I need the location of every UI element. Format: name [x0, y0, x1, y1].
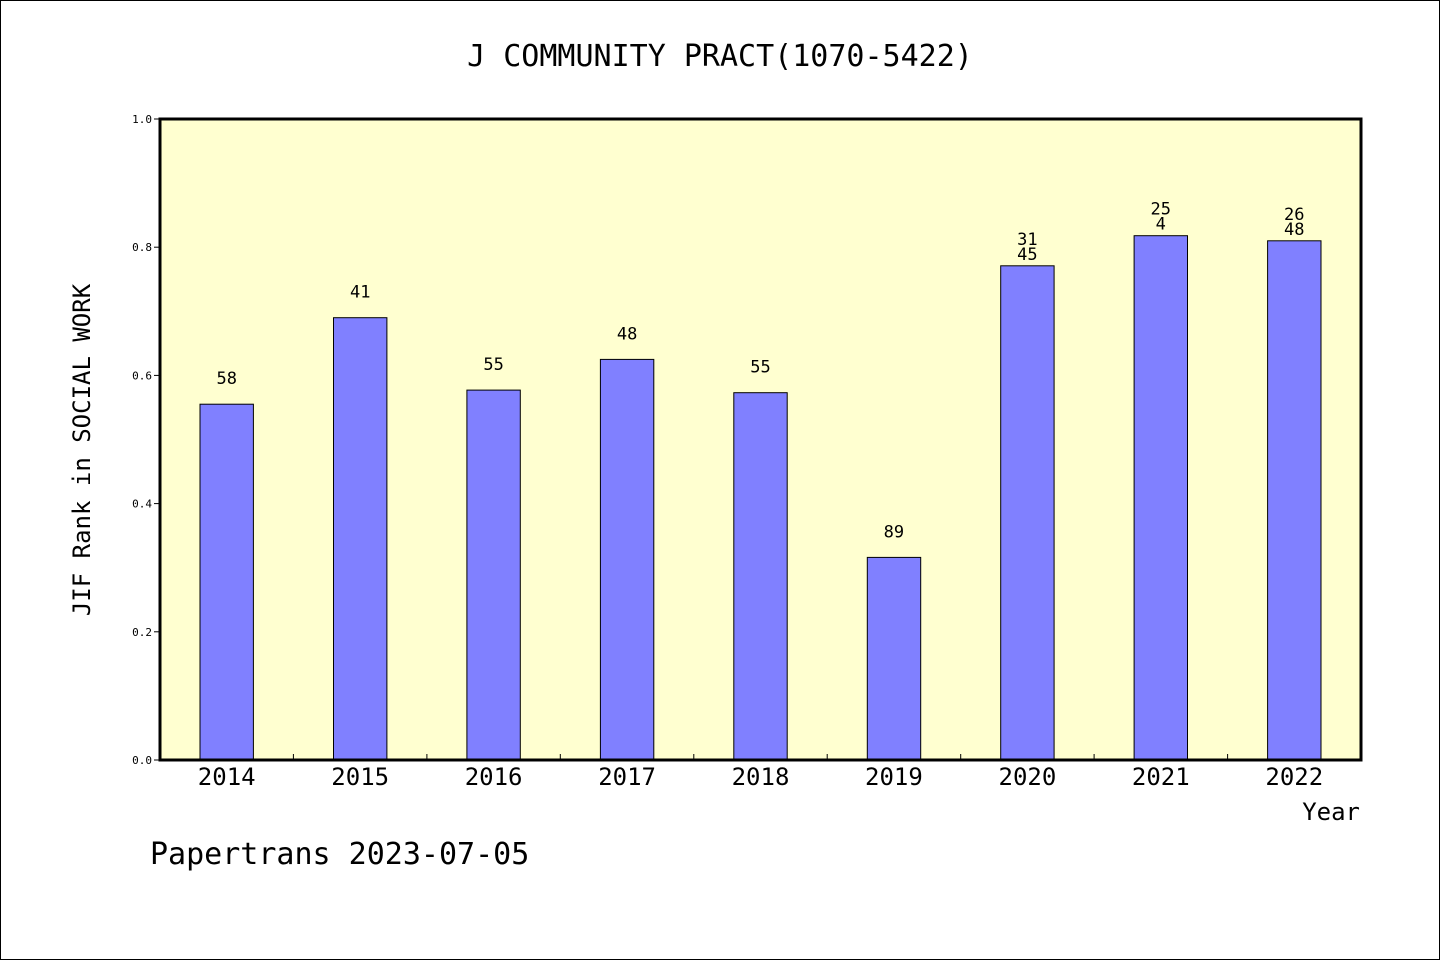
- data-label-bottom: 48: [1284, 220, 1304, 240]
- bar-2022: [1267, 240, 1322, 761]
- data-label: 55: [750, 358, 770, 378]
- x-tick-label: 2018: [732, 763, 790, 791]
- x-tick-label: 2016: [465, 763, 523, 791]
- x-tick-label: 2014: [198, 763, 256, 791]
- x-tick-label: 2021: [1132, 763, 1190, 791]
- data-label-bottom: 4: [1156, 215, 1166, 235]
- y-axis-ticks: 0.0 0.2 0.4 0.6 0.8 1.0: [132, 113, 160, 767]
- data-label: 48: [617, 324, 637, 344]
- data-label: 55: [483, 355, 503, 375]
- data-label: 89: [884, 522, 904, 542]
- bar-2018: [733, 392, 788, 761]
- bar-2017: [599, 358, 655, 761]
- chart-title: J COMMUNITY PRACT(1070-5422): [467, 39, 973, 74]
- bar-2020: [1000, 265, 1055, 761]
- bar-2015: [333, 317, 388, 761]
- plot-border: [158, 117, 1363, 762]
- y-tick-label: 0.0: [132, 754, 152, 767]
- data-label-top: 25: [1151, 200, 1171, 220]
- bar-2014: [199, 403, 254, 761]
- x-axis-label: Year: [1302, 798, 1360, 826]
- bar-2019: [866, 556, 922, 761]
- footer-text: Papertrans 2023-07-05: [150, 837, 529, 872]
- y-tick-label: 0.4: [132, 498, 152, 511]
- data-label-bottom: 45: [1017, 245, 1037, 265]
- data-label-top: 31: [1017, 230, 1037, 250]
- bar-2021: [1133, 235, 1188, 761]
- y-tick-label: 0.8: [132, 241, 152, 254]
- data-label: 41: [350, 283, 370, 303]
- y-tick-label: 1.0: [132, 113, 152, 126]
- x-tick-label: 2022: [1265, 763, 1323, 791]
- data-label: 58: [216, 369, 236, 389]
- y-axis-label: JIF Rank in SOCIAL WORK: [68, 283, 96, 616]
- y-tick-label: 0.2: [132, 626, 152, 639]
- x-tick-label: 2020: [999, 763, 1057, 791]
- x-tick-label: 2019: [865, 763, 923, 791]
- y-tick-label: 0.6: [132, 369, 152, 382]
- bar-2016: [466, 389, 521, 761]
- x-tick-label: 2017: [598, 763, 656, 791]
- x-axis-ticks: 2014 2015 2016 2017 2018 2019 2020 2021 2022: [198, 754, 1323, 791]
- data-label-top: 26: [1284, 205, 1304, 225]
- x-tick-label: 2015: [331, 763, 389, 791]
